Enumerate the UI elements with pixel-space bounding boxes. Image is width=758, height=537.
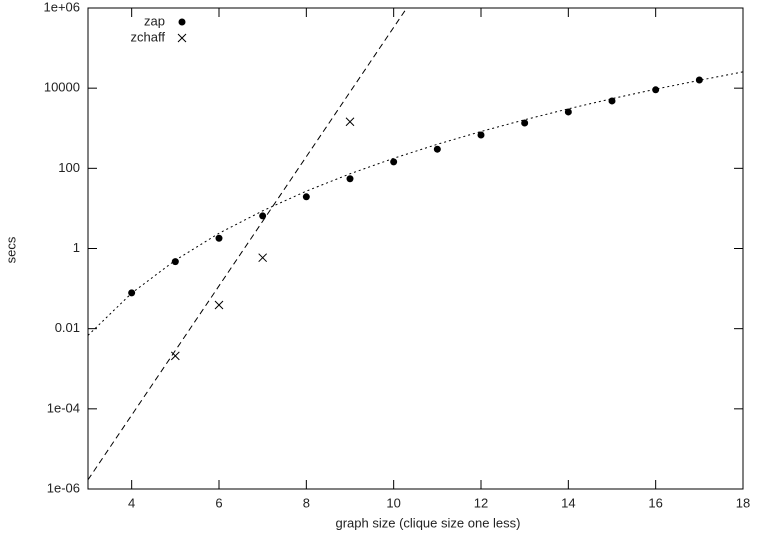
point <box>259 212 267 220</box>
legend-label: zchaff <box>131 29 166 44</box>
fit-line <box>88 71 743 336</box>
y-tick-label: 0.01 <box>55 320 80 335</box>
x-tick-label: 4 <box>128 495 135 510</box>
point <box>521 119 529 127</box>
y-tick-label: 1e-06 <box>47 480 80 495</box>
fit-line <box>88 8 408 481</box>
x-tick-label: 18 <box>736 495 750 510</box>
x-tick-label: 12 <box>474 495 488 510</box>
point <box>390 158 398 166</box>
y-tick-label: 100 <box>58 160 80 175</box>
point <box>128 289 136 297</box>
x-tick-label: 6 <box>215 495 222 510</box>
point <box>652 86 660 94</box>
y-tick-label: 1e-04 <box>47 400 80 415</box>
point <box>346 175 354 183</box>
y-tick-label: 1 <box>73 240 80 255</box>
point <box>171 258 179 266</box>
x-tick-label: 10 <box>386 495 400 510</box>
legend-label: zap <box>144 13 165 28</box>
x-tick-label: 14 <box>561 495 575 510</box>
point <box>258 253 268 263</box>
x-tick-label: 8 <box>303 495 310 510</box>
point <box>170 351 180 361</box>
x-tick-label: 16 <box>648 495 662 510</box>
legend-marker <box>177 33 187 43</box>
point <box>345 117 355 127</box>
point <box>433 145 441 153</box>
y-tick-label: 10000 <box>44 80 80 95</box>
y-tick-label: 1e+06 <box>43 0 80 14</box>
plot-area <box>88 8 743 481</box>
point <box>302 193 310 201</box>
point <box>608 97 616 105</box>
point <box>695 76 703 84</box>
point <box>215 234 223 242</box>
point <box>477 131 485 139</box>
y-axis-label: secs <box>3 236 18 263</box>
x-axis-label: graph size (clique size one less) <box>336 515 521 530</box>
plot-frame <box>87 7 744 490</box>
legend-marker <box>178 18 186 26</box>
point <box>564 108 572 116</box>
point <box>214 300 224 310</box>
